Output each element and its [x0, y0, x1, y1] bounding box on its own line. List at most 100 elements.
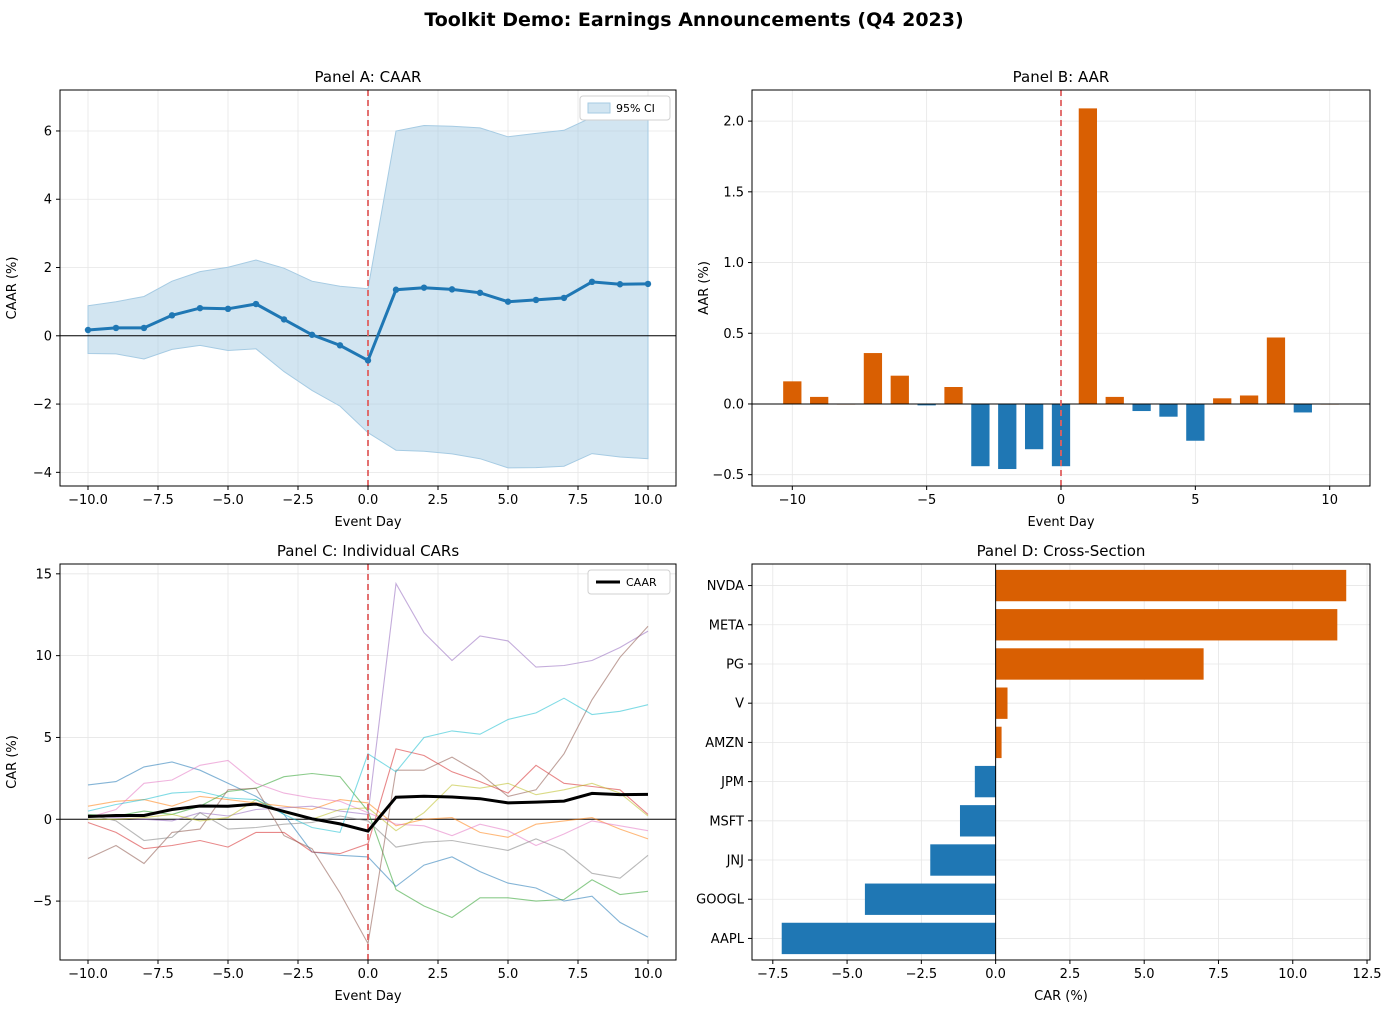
- caar-point: [308, 331, 316, 338]
- aar-bar: [1159, 403, 1178, 417]
- x-tick-label: 7.5: [568, 493, 589, 508]
- y-axis-label: AAR (%): [697, 261, 712, 315]
- aar-bar: [783, 381, 802, 404]
- legend: 95% CI: [579, 95, 671, 121]
- panel-title: Panel D: Cross-Section: [977, 542, 1146, 560]
- x-tick-label: 5.0: [498, 493, 519, 508]
- individual-car-line: [87, 748, 649, 855]
- panel-d: −7.5 −5.0 −2.5 0.0 2.5 5.0 7.5 10.0 12.5 CAR (%) A…: [696, 542, 1381, 1004]
- aar-bar: [810, 396, 829, 404]
- x-axis-label: CAR (%): [1034, 989, 1088, 1004]
- x-tick-label: 5: [1191, 493, 1199, 508]
- panel-title: Panel C: Individual CARs: [277, 542, 460, 560]
- y-tick-label: 5: [44, 731, 52, 746]
- y-tick-label: 0.5: [723, 327, 744, 342]
- panel-title: Panel A: CAAR: [315, 68, 422, 86]
- caar-point: [420, 284, 428, 291]
- car-bar: [995, 609, 1338, 641]
- y-tick-label: 10: [35, 649, 52, 664]
- category-label: META: [709, 618, 744, 633]
- x-axis-label: Event Day: [1027, 515, 1094, 530]
- y-tick-label: −2: [33, 398, 52, 413]
- panel-a-plot-area: [60, 90, 676, 486]
- x-tick-label: 0.0: [358, 493, 379, 508]
- x-tick-label: 2.5: [428, 493, 449, 508]
- caar-point: [196, 304, 204, 312]
- aar-bar: [1186, 403, 1205, 441]
- aar-bar: [944, 387, 963, 404]
- y-tick-label: 2: [44, 261, 52, 276]
- y-tick-label: 0: [44, 329, 52, 344]
- category-label: GOOGL: [696, 893, 745, 908]
- caar-line: [87, 791, 649, 833]
- category-label: JNJ: [726, 854, 744, 869]
- individual-car-line: [87, 697, 649, 834]
- panel-b-plot-area: [752, 90, 1370, 486]
- aar-bar: [1213, 398, 1232, 404]
- panel-c: −10.0 −7.5 −5.0 −2.5 0.0 2.5 5.0 7.5 10.0 Event D…: [5, 542, 677, 1004]
- plot-frame: [751, 89, 1371, 487]
- y-tick-label: 1.0: [723, 256, 744, 271]
- category-label: NVDA: [707, 579, 744, 594]
- category-label: V: [735, 697, 744, 712]
- car-bar: [995, 726, 1002, 759]
- category-label: AMZN: [705, 736, 744, 751]
- aar-bar: [1266, 337, 1286, 404]
- aar-bar: [1105, 396, 1124, 404]
- y-tick-label: −4: [33, 466, 52, 481]
- x-tick-label: −5.0: [831, 967, 863, 982]
- caar-point: [448, 286, 456, 293]
- individual-car-line: [87, 795, 649, 840]
- y-tick-label: 4: [44, 193, 52, 208]
- caar-point: [504, 298, 512, 305]
- x-tick-label: 0.0: [358, 967, 379, 982]
- panel-d-plot-area: [781, 564, 1347, 960]
- aar-bar: [1132, 403, 1151, 412]
- y-axis-label: CAAR (%): [5, 257, 20, 320]
- x-tick-label: −10.0: [68, 493, 108, 508]
- category-label: JPM: [720, 775, 744, 790]
- caar-point: [392, 286, 400, 293]
- x-tick-label: −2.5: [282, 967, 314, 982]
- car-bar: [995, 569, 1347, 602]
- caar-point: [476, 289, 484, 296]
- x-tick-label: 10: [1321, 493, 1338, 508]
- aar-bar: [890, 375, 909, 404]
- aar-bar: [998, 403, 1017, 470]
- aar-bar: [863, 353, 883, 404]
- caar-point: [644, 280, 652, 288]
- y-tick-label: 15: [35, 567, 52, 582]
- legend-box: [579, 95, 671, 121]
- legend-label-caar: CAAR: [626, 576, 657, 589]
- panel-b: −10 −5 0 5 10 Event Day −0.5 0.0 0.5 1.0 1.5 2.0 AAR…: [697, 68, 1371, 530]
- plot-frame: [59, 89, 677, 487]
- car-bar: [864, 883, 996, 915]
- aar-bar: [917, 403, 936, 406]
- x-tick-label: −7.5: [142, 967, 174, 982]
- caar-point: [532, 296, 540, 304]
- y-tick-label: 1.5: [723, 185, 744, 200]
- aar-bar: [1293, 403, 1312, 413]
- caar-point: [252, 300, 260, 308]
- x-tick-label: −5.0: [212, 493, 244, 508]
- x-tick-label: 5.0: [498, 967, 519, 982]
- y-axis-label: CAR (%): [5, 735, 20, 789]
- x-tick-label: −7.5: [757, 967, 789, 982]
- caar-point: [336, 342, 344, 349]
- plot-frame: [751, 563, 1371, 961]
- caar-point: [560, 294, 568, 302]
- x-tick-label: 10.0: [634, 967, 663, 982]
- figure-title: Toolkit Demo: Earnings Announcements (Q4…: [424, 9, 963, 31]
- ci-band: [87, 109, 649, 469]
- car-bar: [930, 844, 996, 876]
- caar-point: [616, 281, 624, 288]
- x-tick-label: −10: [779, 493, 806, 508]
- y-tick-label: −0.5: [712, 468, 744, 483]
- y-tick-label: 6: [44, 124, 52, 139]
- aar-bar: [971, 403, 990, 467]
- caar-point: [280, 316, 288, 323]
- x-tick-label: 2.5: [1060, 967, 1081, 982]
- category-label: MSFT: [709, 814, 744, 829]
- car-bar: [959, 805, 996, 837]
- legend: CAAR: [587, 569, 671, 595]
